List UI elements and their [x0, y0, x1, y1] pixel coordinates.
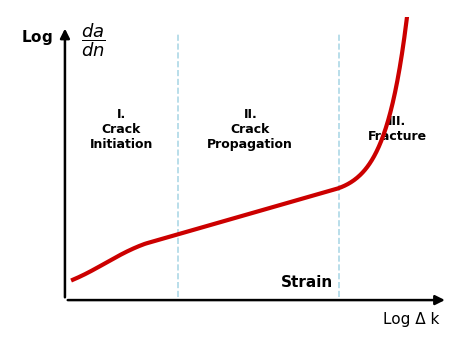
- Text: Log Δ k: Log Δ k: [383, 312, 439, 327]
- Text: III.
Fracture: III. Fracture: [368, 115, 427, 143]
- Text: $\mathbf{Log}$: $\mathbf{Log}$: [21, 28, 53, 47]
- Text: Strain: Strain: [281, 275, 333, 290]
- Text: I.
Crack
Initiation: I. Crack Initiation: [90, 107, 153, 151]
- Text: $\dfrac{da}{dn}$: $\dfrac{da}{dn}$: [81, 22, 106, 59]
- Text: II.
Crack
Propagation: II. Crack Propagation: [207, 107, 293, 151]
